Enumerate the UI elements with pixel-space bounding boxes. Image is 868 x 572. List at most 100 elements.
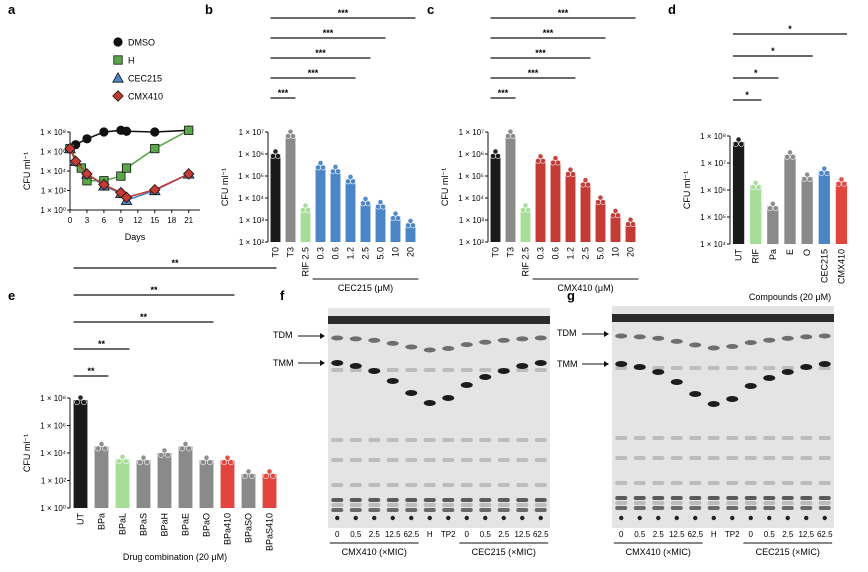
panel-f-band: [368, 503, 381, 507]
panel-f-band: [331, 438, 344, 442]
panel-a-point-cmx410: [81, 168, 93, 180]
panel-g-band: [726, 506, 739, 510]
panel-g-tdm-band: [652, 335, 665, 341]
panel-g-band: [670, 496, 683, 500]
panel-b-replicate-point: [317, 160, 324, 166]
panel-e-replicate-point: [249, 473, 255, 479]
panel-e-x-tick-label: BPaO: [202, 513, 212, 537]
panel-b-bar: [375, 204, 386, 242]
panel-e-x-tick-label: BPa: [97, 513, 107, 530]
panel-f-lane-label: 0: [335, 530, 340, 539]
panel-g-lane-label: TP2: [725, 530, 740, 539]
panel-f-band: [349, 503, 362, 507]
panel-f-band: [386, 458, 399, 462]
panel-g-solvent-front: [612, 314, 834, 322]
panel-a-legend-label-dmso: DMSO: [128, 38, 155, 48]
panel-f-band: [516, 438, 529, 442]
panel-a-point-cmx410: [182, 168, 195, 180]
panel-e-bar: [220, 460, 235, 508]
panel-d-bar: [750, 185, 762, 244]
panel-g-band: [781, 436, 794, 440]
panel-g-band: [670, 501, 683, 505]
panel-g-origin-spot: [711, 515, 716, 521]
panel-d-replicate-point: [769, 200, 776, 207]
panel-c-replicate-point: [510, 133, 516, 140]
panel-f-band: [331, 483, 344, 487]
panel-a-point-cmx410: [115, 186, 127, 199]
panel-f-band: [405, 438, 418, 442]
panel-e-x-tick-label: BPaH: [160, 513, 170, 537]
panel-d-x-tick-label: O: [802, 249, 812, 256]
panel-f-origin-spot: [335, 515, 340, 521]
panel-b-significance-mark: ***: [308, 68, 319, 78]
panel-a-point-h: [184, 125, 194, 135]
panel-g-band: [615, 366, 628, 370]
panel-e-replicate-point: [77, 394, 84, 401]
panel-g-band: [800, 501, 813, 505]
panel-e-bar: [199, 460, 214, 508]
panel-a-point-h: [121, 163, 132, 173]
panel-g-tdm-band: [781, 335, 794, 341]
panel-g-band: [763, 436, 776, 440]
panel-b-x-tick-label: 0.6: [331, 247, 341, 260]
panel-g-tmm-band: [707, 401, 720, 407]
panel-b-replicate-point: [347, 174, 354, 180]
panel-e-replicate-point: [98, 441, 105, 447]
panel-d-y-tick-label: 1 × 10⁴: [700, 240, 726, 249]
panel-g-band: [744, 501, 757, 505]
panel-f-solvent-front: [328, 316, 550, 324]
panel-e-replicate-point: [158, 452, 164, 458]
panel-b-replicate-point: [395, 215, 401, 222]
panel-g-lane-label: 0: [619, 530, 624, 539]
panel-g-band: [615, 501, 628, 505]
panel-g-tlc-image: 0 0.5 2.5 12.5 62.5 H TP2 0 0.5 2.5 12.5 62.5TDMTMM…: [557, 306, 834, 557]
panel-f-origin-spot: [464, 515, 469, 521]
panel-g-origin-spot: [804, 515, 809, 521]
panel-g-lane-label: 0.5: [764, 530, 776, 539]
panel-b-y-tick-label: 1 × 10³: [239, 216, 264, 225]
panel-f-band: [349, 483, 362, 487]
panel-e-replicate-point: [144, 459, 150, 466]
panel-c-replicate-point: [525, 207, 531, 213]
panel-f-band: [405, 483, 418, 487]
panel-g-band: [652, 366, 665, 370]
panel-f-band: [497, 498, 510, 502]
panel-c-replicate-point: [507, 128, 514, 135]
panel-f-origin-spot: [501, 515, 506, 521]
panel-f-tmm-band: [479, 374, 492, 380]
panel-e-replicate-point: [263, 473, 269, 479]
panel-c-replicate-point: [540, 157, 546, 164]
panel-f-band: [516, 368, 529, 372]
panel-d-replicate-point: [738, 141, 745, 147]
panel-f-tmm-band: [331, 360, 344, 366]
panel-d-significance-mark: *: [745, 90, 749, 100]
panel-f-tmm-band: [497, 368, 510, 374]
panel-d-replicate-point: [789, 153, 796, 160]
panel-g-band: [689, 496, 702, 500]
panel-g-band: [726, 366, 739, 370]
panel-e-significance-mark: **: [171, 258, 179, 268]
panel-g-lane-label: 0: [749, 530, 754, 539]
panel-g-tmm-band: [818, 361, 831, 367]
panel-e-replicate-point: [179, 445, 185, 452]
panel-g-tdm-band: [744, 340, 757, 346]
panel-e-replicate-point: [207, 459, 213, 466]
panel-g-group-label-right: CEC215 (×MIC): [756, 547, 820, 557]
panel-g-lane-label: 2.5: [653, 530, 665, 539]
panel-f-band: [534, 508, 547, 512]
panel-f-lane-label: 12.5: [514, 530, 530, 539]
panel-f-band: [516, 503, 529, 507]
panel-g-tmm-label: TMM: [557, 359, 578, 369]
panel-f-band: [479, 508, 492, 512]
panel-g-band: [615, 496, 628, 500]
panel-g-band: [763, 456, 776, 460]
panel-g-tdm-band: [615, 333, 628, 339]
panel-b-replicate-point: [392, 210, 399, 217]
panel-a-point-dmso: [99, 127, 109, 137]
panel-g-band: [818, 366, 831, 370]
panel-f-band: [423, 483, 436, 487]
panel-b-y-tick-label: 1 × 10²: [239, 238, 264, 247]
panel-c-y-tick-label: 1 × 10⁷: [459, 128, 484, 137]
panel-g-tdm-band: [726, 344, 739, 349]
panel-g-tdm-arrowhead: [604, 331, 609, 337]
